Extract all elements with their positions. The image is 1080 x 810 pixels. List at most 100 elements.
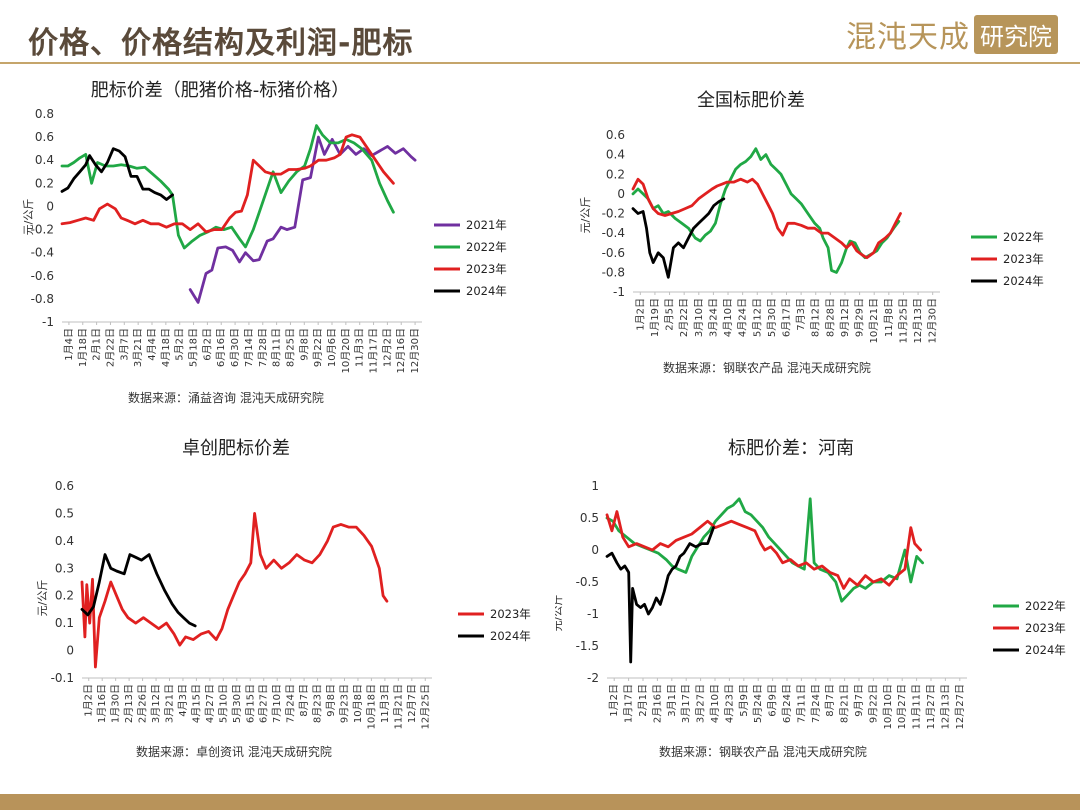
chart-title: 卓创肥标价差: [182, 438, 290, 459]
y-tick-label: -1.5: [576, 639, 599, 653]
x-tick-label: 2月5日: [664, 298, 676, 331]
x-tick-label: 3月10日: [693, 298, 705, 337]
x-tick-label: 3月1日: [666, 684, 678, 717]
x-tick-label: 10月20日: [340, 328, 352, 373]
page-header: 价格、价格结构及利润-肥标 混沌天成 研究院: [0, 0, 1080, 66]
x-tick-label: 11月17日: [368, 328, 380, 373]
x-tick-label: 9月29日: [854, 298, 866, 337]
y-tick-label: -1: [42, 315, 54, 329]
x-tick-label: 11月3日: [379, 684, 391, 723]
chart-source: 数据来源：钢联农产品 混沌天成研究院: [659, 744, 867, 759]
x-tick-label: 6月16日: [215, 328, 227, 367]
x-tick-label: 4月23日: [723, 684, 735, 723]
x-tick-label: 8月12日: [810, 298, 822, 337]
x-tick-label: 7月24日: [810, 684, 822, 723]
series-line-2021年: [188, 135, 417, 304]
x-tick-label: 4月10日: [709, 684, 721, 723]
x-tick-label: 2月26日: [137, 684, 149, 723]
x-tick-label: 3月12日: [150, 684, 162, 723]
x-tick-label: 10月10日: [882, 684, 894, 729]
y-tick-label: -1: [613, 285, 625, 299]
y-axis-label: 元/公斤: [22, 199, 35, 236]
series-line-2023年: [60, 133, 395, 234]
x-tick-label: 8月23日: [312, 684, 324, 723]
y-tick-label: 0: [617, 187, 625, 201]
series-line-2024年: [631, 197, 726, 279]
legend-label: 2024年: [1003, 274, 1044, 288]
x-tick-label: 6月9日: [767, 684, 779, 717]
y-tick-label: 0.2: [606, 167, 625, 181]
x-tick-label: 4月10日: [722, 298, 734, 337]
x-tick-label: 8月7日: [824, 684, 836, 717]
series-line-2024年: [80, 553, 197, 628]
x-tick-label: 1月2日: [83, 684, 95, 717]
legend-label: 2022年: [1003, 230, 1044, 244]
footer-bar: [0, 794, 1080, 810]
y-tick-label: 0.4: [606, 148, 625, 162]
legend-label: 2024年: [466, 284, 507, 298]
y-tick-label: -0.4: [602, 226, 625, 240]
x-tick-label: 11月27日: [925, 684, 937, 729]
x-tick-label: 7月3日: [795, 298, 807, 331]
logo-box: 研究院: [974, 14, 1058, 54]
x-tick-label: 11月11日: [911, 684, 923, 729]
x-tick-label: 4月4日: [146, 328, 158, 361]
y-tick-label: -0.6: [602, 246, 625, 260]
x-tick-label: 12月13日: [912, 298, 924, 343]
x-tick-label: 1月4日: [63, 328, 75, 361]
legend-label: 2022年: [466, 240, 507, 254]
x-tick-label: 5月30日: [231, 684, 243, 723]
y-tick-label: -2: [587, 671, 599, 685]
x-tick-label: 2月22日: [678, 298, 690, 337]
legend-label: 2023年: [1025, 621, 1066, 635]
brand-logo: 混沌天成 研究院: [846, 14, 1058, 55]
x-tick-label: 12月7日: [406, 684, 418, 723]
y-tick-label: -0.8: [602, 265, 625, 279]
chart-source: 数据来源：卓创资讯 混沌天成研究院: [136, 744, 332, 759]
y-tick-label: 0: [591, 543, 599, 557]
x-tick-label: 6月27日: [258, 684, 270, 723]
series-line-2023年: [605, 510, 922, 590]
x-tick-label: 2月16日: [651, 684, 663, 723]
y-axis-label: 元/公斤: [36, 580, 49, 617]
y-tick-label: 0.5: [580, 511, 599, 525]
x-tick-label: 12月30日: [409, 328, 421, 373]
x-tick-label: 10月18日: [365, 684, 377, 729]
y-tick-label: 0.6: [55, 479, 74, 493]
chart-source: 数据来源：涌益咨询 混沌天成研究院: [128, 390, 324, 405]
logo-text: 混沌天成: [846, 20, 970, 55]
x-tick-label: 8月11日: [271, 328, 283, 367]
x-tick-label: 5月2日: [174, 328, 186, 361]
x-tick-label: 6月17日: [781, 298, 793, 337]
x-tick-label: 1月18日: [77, 328, 89, 367]
chart-fat-standard-spread: 肥标价差（肥猪价格-标猪价格） -1 -0.8 -0.6 -0.4 -0.2 0 0.2 0.4…: [22, 80, 507, 405]
y-tick-label: -0.4: [31, 246, 54, 260]
x-tick-label: 3月21日: [164, 684, 176, 723]
y-tick-label: -0.2: [602, 207, 625, 221]
x-tick-label: 8月28日: [824, 298, 836, 337]
x-tick-label: 1月16日: [96, 684, 108, 723]
x-tick-label: 7月24日: [285, 684, 297, 723]
x-tick-label: 6月30日: [229, 328, 241, 367]
legend-label: 2023年: [1003, 252, 1044, 266]
x-tick-label: 4月3日: [177, 684, 189, 717]
x-tick-label: 5月10日: [217, 684, 229, 723]
chart-panel-zhuochuang-spread: 卓创肥标价差 -0.1 0 0.1 0.2 0.3 0.4 0.5 0.6 元/公斤 1月2日 1月1…: [20, 430, 540, 770]
x-tick-label: 8月7日: [298, 684, 310, 717]
legend-label: 2021年: [466, 218, 507, 232]
chart-title: 肥标价差（肥猪价格-标猪价格）: [91, 80, 350, 101]
y-tick-label: 0.8: [35, 107, 54, 121]
series-line-2022年: [605, 497, 924, 603]
y-axis-label: 元/公斤: [579, 197, 592, 234]
x-tick-label: 12月27日: [954, 684, 966, 729]
x-tick-label: 2月13日: [123, 684, 135, 723]
x-tick-label: 9月8日: [325, 684, 337, 717]
x-tick-label: 5月18日: [188, 328, 200, 367]
x-tick-label: 1月19日: [649, 298, 661, 337]
x-tick-label: 1月2日: [634, 298, 646, 331]
legend-label: 2023年: [466, 262, 507, 276]
x-tick-label: 4月18日: [160, 328, 172, 367]
x-tick-label: 7月10日: [271, 684, 283, 723]
x-tick-label: 12月13日: [939, 684, 951, 729]
